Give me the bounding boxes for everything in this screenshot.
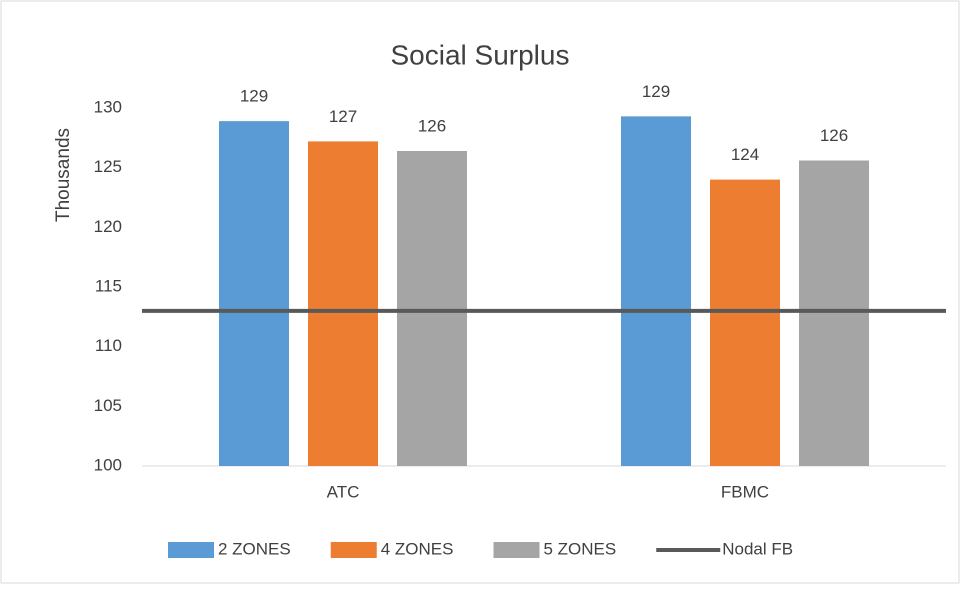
x-tick-label: ATC	[327, 482, 360, 501]
y-tick-label: 100	[94, 455, 122, 474]
legend-label: 2 ZONES	[218, 539, 291, 558]
legend-label: 5 ZONES	[544, 539, 617, 558]
chart-title: Social Surplus	[391, 39, 570, 70]
data-label: 126	[820, 126, 848, 145]
data-label: 127	[329, 107, 357, 126]
y-axis-label: Thousands	[53, 128, 74, 222]
legend-label: Nodal FB	[722, 539, 793, 558]
data-label: 129	[240, 87, 268, 106]
data-label: 126	[418, 116, 446, 135]
y-tick-label: 105	[94, 396, 122, 415]
legend-swatch	[168, 542, 214, 558]
bar	[710, 179, 780, 466]
x-tick-label: FBMC	[721, 482, 769, 501]
data-label: 129	[642, 82, 670, 101]
legend-swatch	[330, 542, 377, 558]
bar	[219, 121, 289, 467]
y-tick-label: 110	[95, 336, 122, 355]
data-label: 124	[731, 145, 759, 164]
bar	[799, 160, 869, 467]
y-tick-label: 115	[95, 276, 122, 295]
y-tick-label: 130	[94, 97, 122, 116]
y-tick-label: 125	[94, 157, 122, 176]
bar	[621, 116, 691, 466]
legend-swatch	[493, 542, 540, 558]
legend-label: 4 ZONES	[381, 539, 454, 558]
bar	[397, 150, 467, 466]
y-tick-label: 120	[94, 217, 122, 236]
bar	[308, 141, 378, 466]
